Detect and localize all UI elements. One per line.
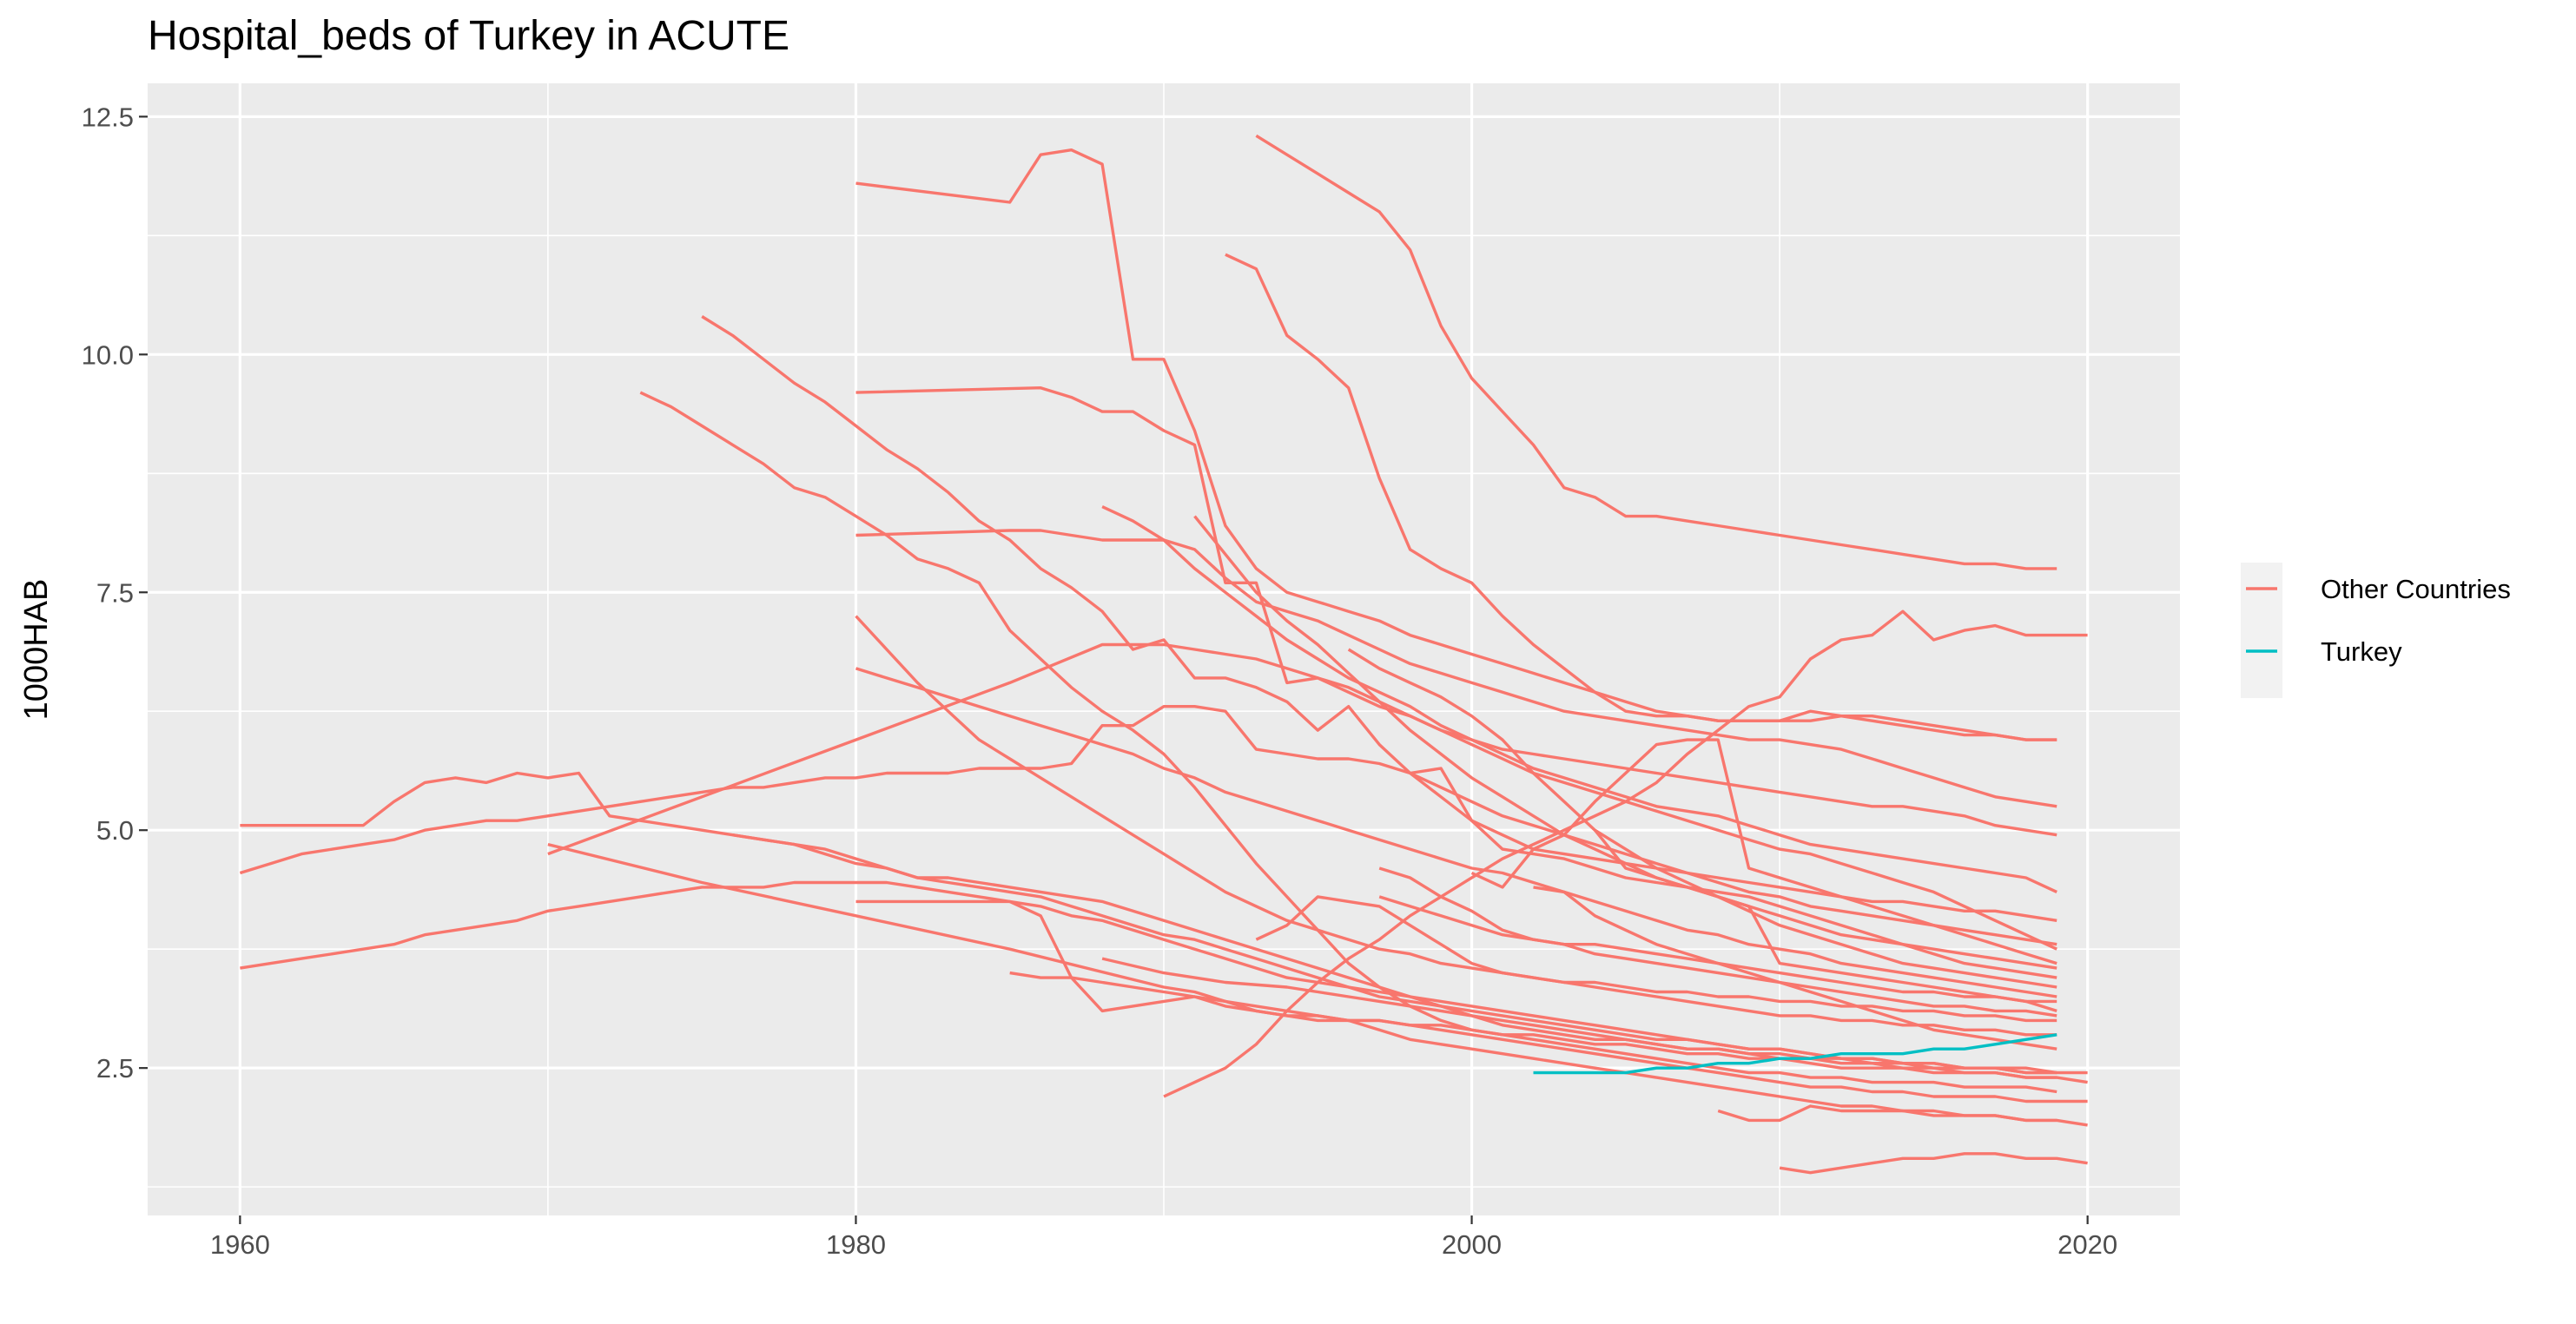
legend: Other Countries Turkey	[2241, 563, 2511, 698]
series-line-other-country	[1101, 957, 2057, 1079]
series-line-other-country	[1779, 1152, 2088, 1175]
series-line-other-country	[1410, 767, 2057, 979]
major-gridlines	[148, 83, 2180, 1215]
series-line-other-country	[1717, 1104, 2057, 1123]
legend-label: Turkey	[2321, 636, 2402, 667]
series-line-other-country	[639, 391, 2057, 1094]
series-line-other-country	[547, 642, 2057, 951]
series-line-other-country	[855, 667, 2057, 998]
x-tick-label: 1960	[210, 1229, 270, 1260]
series-line-other-country	[1470, 738, 2057, 965]
series-line-other-country	[1225, 253, 2057, 741]
series-line-other-country	[547, 842, 2088, 1084]
x-tick-label: 2000	[1442, 1229, 1502, 1260]
series-line-other-country	[855, 386, 2057, 837]
series-line-other-country	[855, 148, 2057, 741]
series-lines	[239, 134, 2088, 1175]
series-line-other-country	[732, 833, 2057, 1075]
y-axis: 2.5 5.0 7.5 10.0 12.5	[82, 102, 148, 1084]
series-line-turkey	[1533, 1033, 2057, 1075]
series-line-other-country	[701, 315, 2057, 922]
y-tick-label: 12.5	[82, 102, 134, 132]
y-tick-label: 7.5	[96, 577, 134, 608]
series-line-other-country	[1255, 895, 2057, 1037]
series-line-other-country	[1378, 866, 2057, 1018]
series-line-other-country	[239, 705, 2057, 946]
chart-title: Hospital_beds of Turkey in ACUTE	[148, 13, 790, 59]
series-line-other-country	[855, 899, 2088, 1103]
series-line-other-country	[855, 529, 2057, 808]
x-tick-label: 1980	[826, 1229, 886, 1260]
series-line-other-country	[1533, 886, 2057, 1051]
series-line-other-country	[1101, 505, 2057, 893]
minor-gridlines	[148, 83, 2180, 1215]
series-line-other-country	[1594, 829, 2057, 1013]
series-line-other-country	[1255, 134, 2057, 570]
series-line-other-country	[1163, 609, 2088, 1098]
x-axis: 1960 1980 2000 2020	[210, 1215, 2117, 1260]
legend-key-background	[2241, 563, 2282, 698]
y-tick-label: 5.0	[96, 815, 134, 846]
series-line-other-country	[1193, 515, 2057, 970]
x-tick-label: 2020	[2057, 1229, 2117, 1260]
y-tick-label: 10.0	[82, 339, 134, 370]
y-tick-label: 2.5	[96, 1053, 134, 1084]
y-axis-title: 1000HAB	[18, 579, 55, 721]
legend-label: Other Countries	[2321, 574, 2511, 604]
